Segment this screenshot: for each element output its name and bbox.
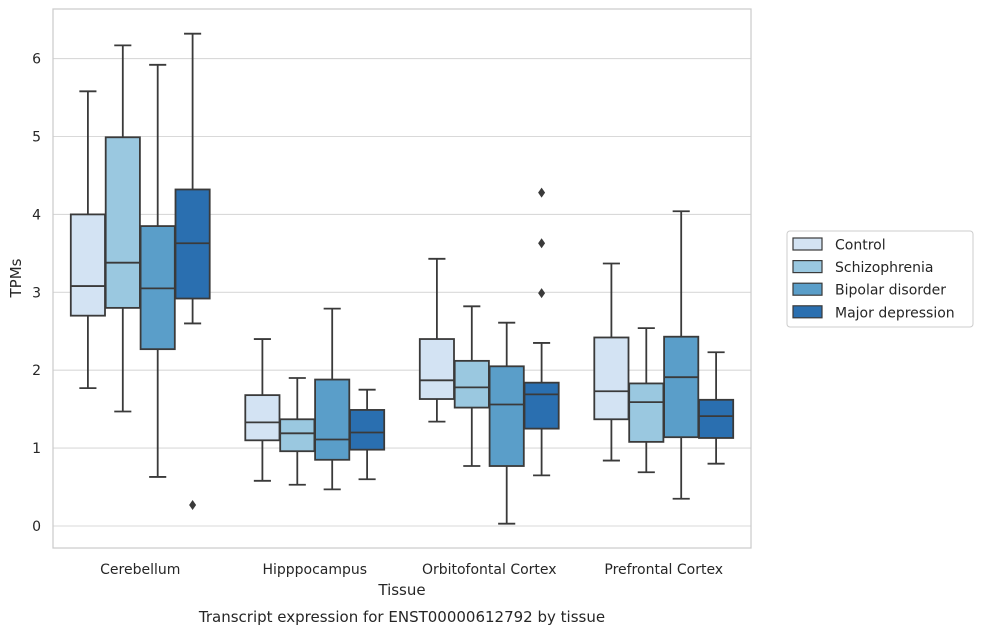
box-bipolar-disorder <box>139 63 176 478</box>
box-schizophrenia <box>279 377 316 486</box>
box-iqr <box>69 213 106 317</box>
box-iqr <box>488 365 525 467</box>
box-series <box>69 32 735 525</box>
box-schizophrenia <box>453 305 490 467</box>
y-tick-label: 0 <box>32 519 41 535</box>
plot-frame <box>52 8 752 549</box>
box-major-depression <box>523 187 560 477</box>
x-axis-label: Tissue <box>377 581 425 599</box>
box-control <box>418 257 455 423</box>
box-major-depression <box>349 388 386 481</box>
legend-label: Control <box>835 238 886 254</box>
box-iqr <box>104 136 141 309</box>
x-tick-label: Orbitofontal Cortex <box>422 562 557 578</box>
legend-label: Major depression <box>835 305 955 321</box>
box-iqr <box>663 335 700 439</box>
box-bipolar-disorder <box>314 307 351 491</box>
box-iqr <box>279 418 316 453</box>
box-control <box>244 338 281 482</box>
box-bipolar-disorder <box>663 210 700 500</box>
legend-swatch <box>792 282 823 296</box>
y-tick-label: 4 <box>32 207 41 223</box>
box-iqr <box>349 409 386 451</box>
legend-swatch <box>792 237 823 251</box>
y-tick-label: 2 <box>32 363 41 379</box>
box-iqr <box>593 336 630 421</box>
box-control <box>69 90 106 390</box>
box-iqr <box>523 381 560 430</box>
x-tick-label: Prefrontal Cortex <box>604 562 723 578</box>
box-control <box>593 262 630 462</box>
legend-label: Schizophrenia <box>835 260 933 276</box>
legend-swatch <box>792 260 823 274</box>
y-tick-label: 5 <box>32 130 41 146</box>
box-schizophrenia <box>104 44 141 413</box>
legend-frame <box>786 230 974 328</box>
box-major-depression <box>698 351 735 465</box>
legend: Control Schizophrenia Bipolar disorder Majo… <box>786 230 974 328</box>
outlier-point <box>189 499 197 510</box>
y-tick-label: 3 <box>32 285 41 301</box>
chart-caption: Transcript expression for ENST0000061279… <box>198 608 605 626</box>
box-schizophrenia <box>628 327 665 474</box>
x-tick-label: Hipppocampus <box>262 562 367 578</box>
legend-swatch <box>792 305 823 319</box>
box-iqr <box>628 382 665 443</box>
box-iqr <box>314 378 351 461</box>
y-tick-labels: 0 1 2 3 4 5 6 <box>32 52 41 535</box>
outlier-point <box>538 238 546 249</box>
box-iqr <box>453 359 490 409</box>
box-iqr <box>244 394 281 442</box>
box-bipolar-disorder <box>488 321 525 525</box>
outlier-point <box>538 187 546 198</box>
box-iqr <box>418 338 455 400</box>
legend-label: Bipolar disorder <box>835 283 946 299</box>
box-major-depression <box>174 32 211 510</box>
y-tick-label: 6 <box>32 52 41 68</box>
outlier-point <box>538 288 546 299</box>
x-tick-labels: Cerebellum Hipppocampus Orbitofontal Corte… <box>100 562 723 578</box>
x-tick-label: Cerebellum <box>100 562 180 578</box>
y-axis-label: TPMs <box>7 258 25 298</box>
box-iqr <box>698 398 735 439</box>
y-tick-label: 1 <box>32 441 41 457</box>
